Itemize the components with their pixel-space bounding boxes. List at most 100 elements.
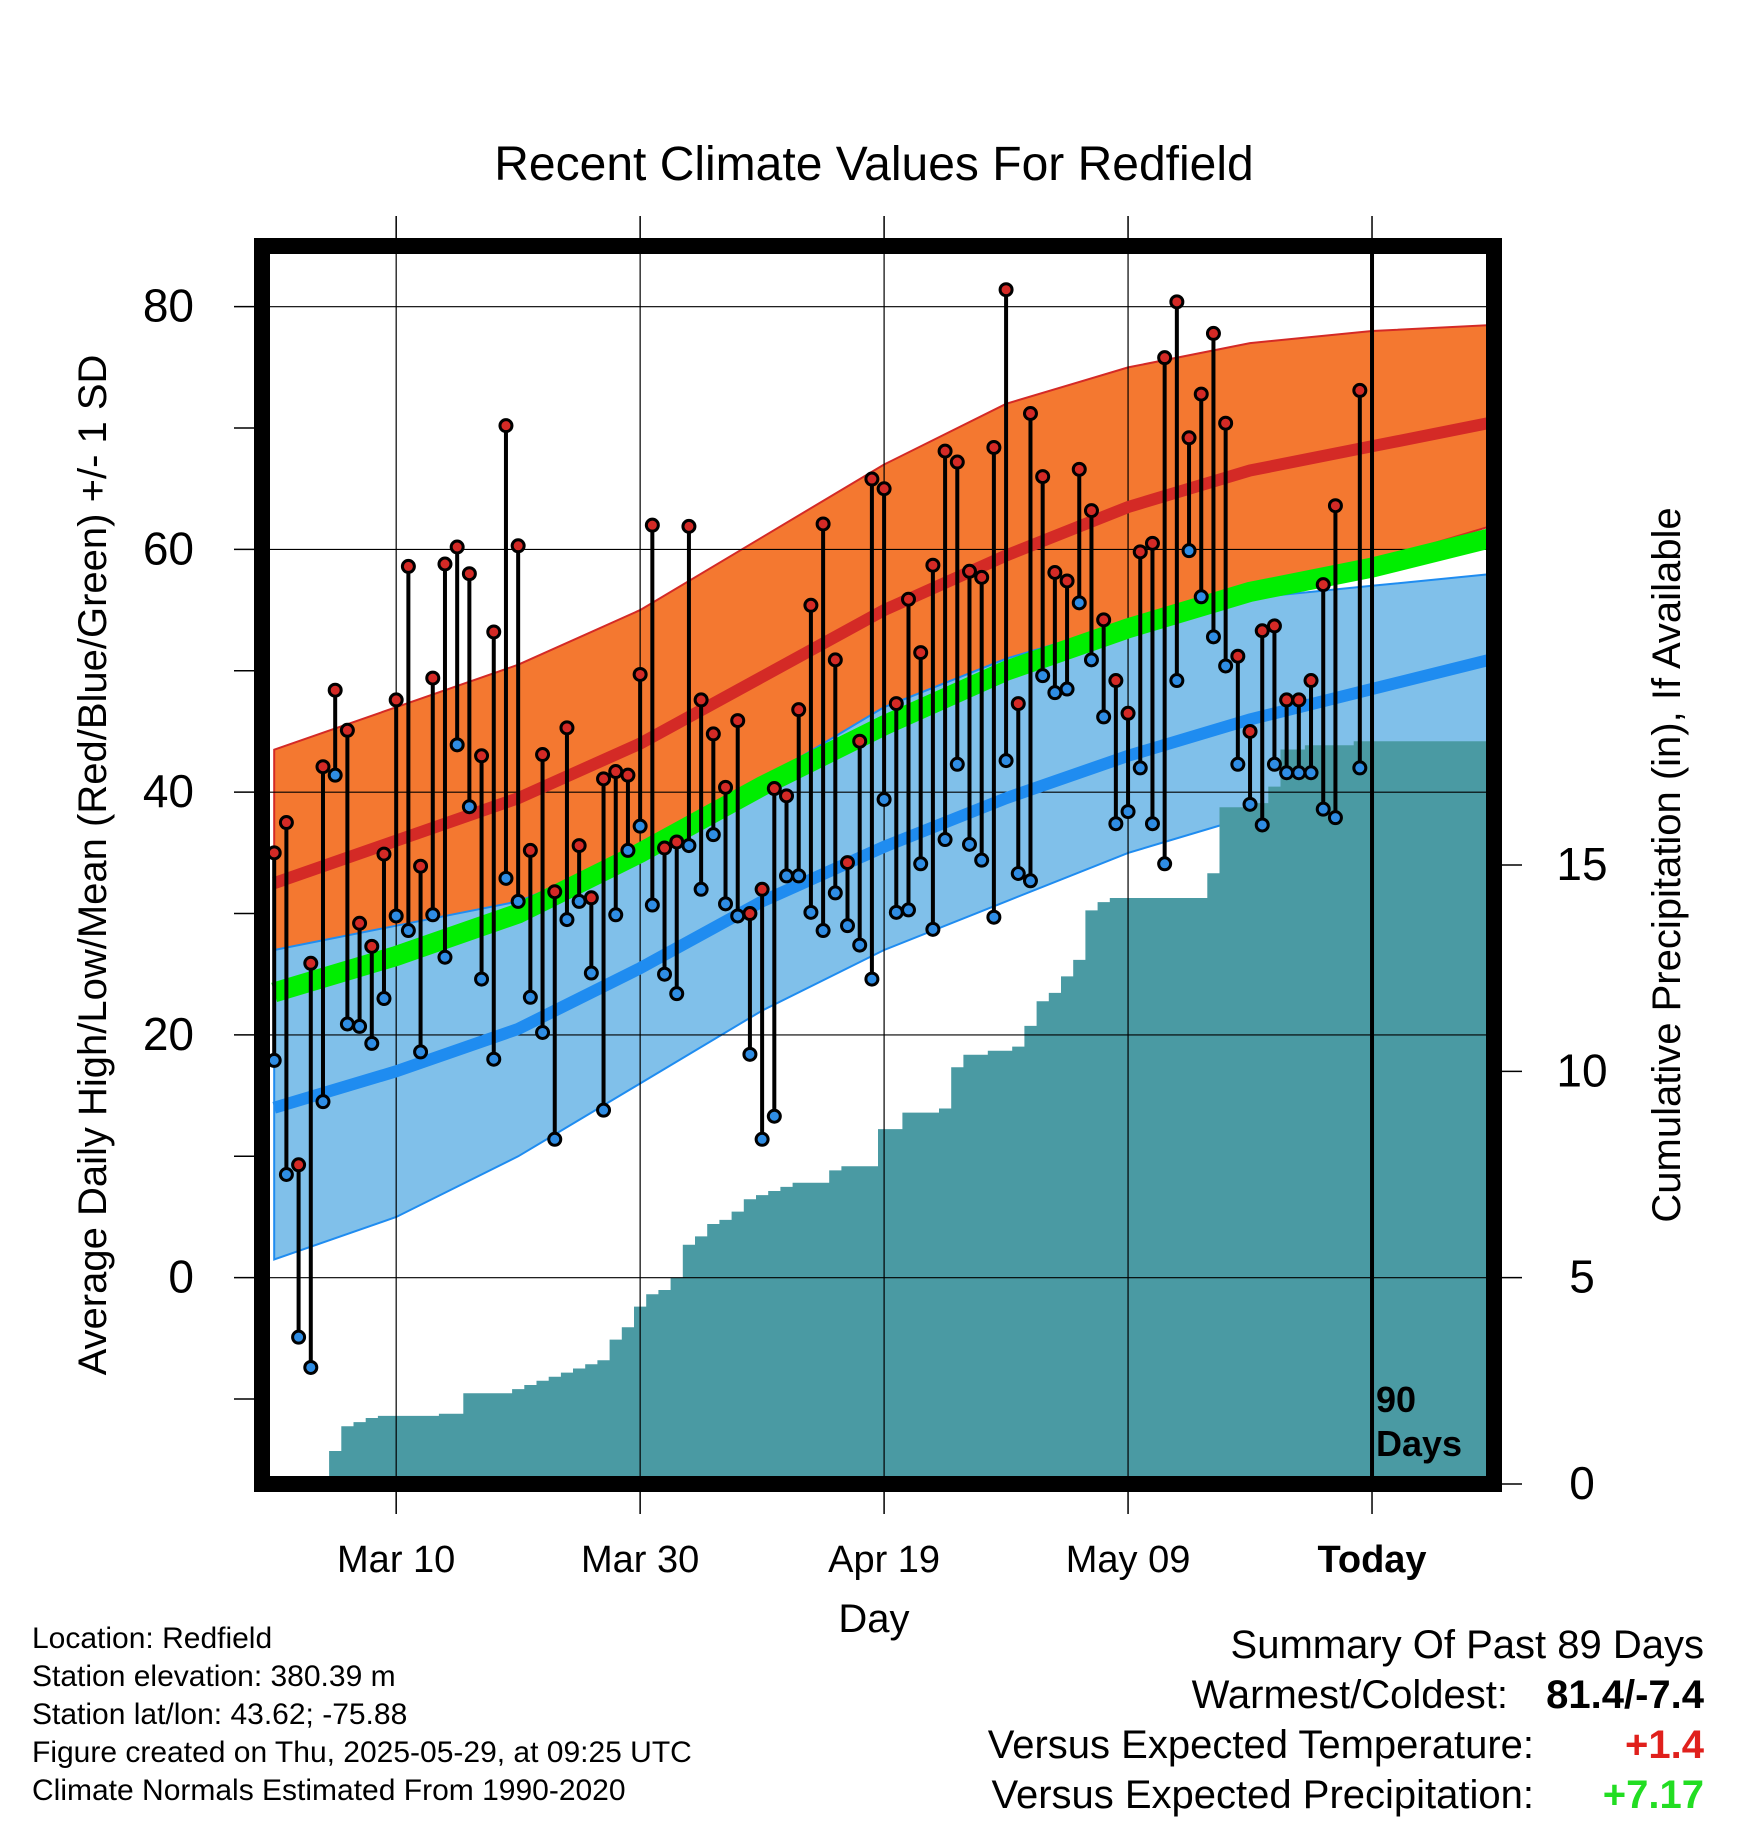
y-tick-label: 20 <box>143 1008 194 1060</box>
daily-low-point <box>327 767 343 783</box>
daily-low-point <box>803 904 819 920</box>
daily-high-point <box>1303 673 1319 689</box>
daily-high-point <box>754 881 770 897</box>
daily-low-point <box>1035 668 1051 684</box>
daily-high-point <box>803 597 819 613</box>
daily-low-point <box>474 971 490 987</box>
normal-low-line <box>272 652 1496 1114</box>
x-tick-label: Today <box>1317 1539 1426 1581</box>
daily-high-point <box>535 747 551 763</box>
daily-low-point <box>1327 810 1343 826</box>
daily-low-point <box>827 885 843 901</box>
daily-high-point <box>1132 544 1148 560</box>
daily-low-point <box>949 756 965 772</box>
latlon-text: Station lat/lon: 43.62; -75.88 <box>32 1698 408 1731</box>
daily-high-point <box>1059 573 1075 589</box>
daily-high-point <box>779 788 795 804</box>
precip-value: +7.17 <box>1602 1773 1704 1817</box>
daily-high-point <box>1071 461 1087 477</box>
daily-low-point <box>669 986 685 1002</box>
daily-low-point <box>937 832 953 848</box>
daily-high-point <box>1193 386 1209 402</box>
daily-high-point <box>1169 294 1185 310</box>
daily-high-point <box>522 842 538 858</box>
daily-low-point <box>1315 801 1331 817</box>
daily-low-point <box>961 836 977 852</box>
precip-row: Versus Expected Precipitation: +7.17 <box>988 1770 1704 1820</box>
daily-low-point <box>388 908 404 924</box>
daily-low-point <box>522 989 538 1005</box>
daily-low-point <box>1144 816 1160 832</box>
daily-high-point <box>1315 577 1331 593</box>
daily-low-point <box>644 897 660 913</box>
daily-high-point <box>974 569 990 585</box>
daily-high-point <box>864 471 880 487</box>
daily-high-point <box>1205 325 1221 341</box>
daily-high-point <box>1279 692 1295 708</box>
daily-low-point <box>791 868 807 884</box>
summary-panel: Summary Of Past 89 Days Warmest/Coldest:… <box>988 1620 1704 1820</box>
temp-value: +1.4 <box>1625 1723 1704 1767</box>
daily-high-point <box>547 884 563 900</box>
daily-low-point <box>1242 796 1258 812</box>
plot-area: 90 Days <box>254 238 1502 1492</box>
precip-label: Versus Expected Precipitation: <box>991 1773 1534 1817</box>
y2-tick-label: 15 <box>1556 838 1607 890</box>
daily-low-point <box>1108 816 1124 832</box>
daily-high-point <box>998 282 1014 298</box>
daily-low-point <box>681 838 697 854</box>
daily-high-point <box>1083 503 1099 519</box>
warm-cold-row: Warmest/Coldest: 81.4/-7.4 <box>988 1670 1704 1720</box>
daily-high-point <box>278 815 294 831</box>
daily-high-point <box>900 591 916 607</box>
daily-high-point <box>876 481 892 497</box>
normals-text: Climate Normals Estimated From 1990-2020 <box>32 1774 626 1807</box>
daily-low-point <box>339 1016 355 1032</box>
summary-title: Summary Of Past 89 Days <box>1230 1623 1704 1667</box>
daily-high-point <box>1047 564 1063 580</box>
daily-high-point <box>596 771 612 787</box>
daily-high-point <box>364 938 380 954</box>
daily-low-point <box>864 971 880 987</box>
daily-low-point <box>705 827 721 843</box>
daily-low-point <box>437 949 453 965</box>
daily-low-point <box>498 870 514 886</box>
daily-low-point <box>1205 629 1221 645</box>
daily-low-point <box>888 904 904 920</box>
x-tick-label: Mar 10 <box>337 1539 455 1581</box>
daily-low-point <box>620 842 636 858</box>
daily-low-point <box>1254 817 1270 833</box>
daily-low-point <box>913 856 929 872</box>
daily-low-point <box>303 1359 319 1375</box>
temp-row: Versus Expected Temperature: +1.4 <box>988 1720 1704 1770</box>
daily-low-point <box>278 1167 294 1182</box>
daily-high-point <box>913 645 929 661</box>
daily-low-point <box>449 737 465 753</box>
daily-high-point <box>1291 692 1307 708</box>
daily-low-point <box>547 1131 563 1147</box>
daily-high-point <box>400 558 416 574</box>
daily-low-point <box>1157 856 1173 872</box>
daily-high-point <box>1010 696 1026 712</box>
daily-high-point <box>486 624 502 640</box>
daily-high-point <box>1230 648 1246 664</box>
daily-low-point <box>852 937 868 953</box>
daily-high-point <box>766 781 782 797</box>
daily-low-point <box>1291 765 1307 781</box>
daily-low-point <box>1352 760 1368 776</box>
elevation-text: Station elevation: 380.39 m <box>32 1660 396 1693</box>
daily-low-point <box>1083 652 1099 668</box>
daily-low-point <box>1303 765 1319 781</box>
daily-low-point <box>876 791 892 807</box>
daily-high-point <box>1144 535 1160 551</box>
temp-label: Versus Expected Temperature: <box>987 1723 1534 1767</box>
daily-high-point <box>1108 673 1124 689</box>
daily-low-point <box>657 966 673 982</box>
daily-high-point <box>657 840 673 856</box>
daily-high-point <box>730 713 746 729</box>
daily-high-point <box>449 539 465 555</box>
daily-low-point <box>754 1131 770 1147</box>
daily-low-point <box>925 921 941 937</box>
y-tick-label: 60 <box>143 522 194 574</box>
